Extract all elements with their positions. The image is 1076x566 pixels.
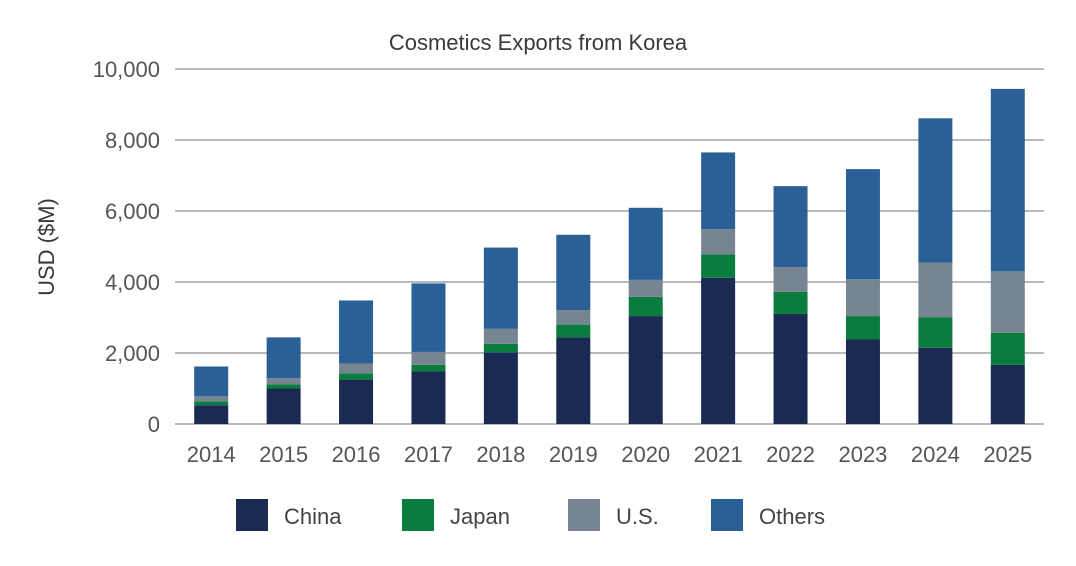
x-tick-label: 2023: [838, 442, 887, 467]
legend-label: China: [284, 504, 342, 529]
legend-swatch-others: [711, 499, 743, 531]
y-tick-label: 4,000: [105, 270, 160, 295]
bar-japan-2019: [556, 324, 591, 338]
x-tick-label: 2025: [983, 442, 1032, 467]
bars: [194, 88, 1025, 424]
bar-us-2023: [845, 279, 880, 317]
bar-china-2019: [556, 337, 591, 424]
legend-swatch-china: [236, 499, 268, 531]
x-tick-label: 2014: [187, 442, 236, 467]
legend-label: Japan: [450, 504, 510, 529]
bar-us-2015: [266, 378, 301, 385]
bar-us-2022: [773, 267, 808, 292]
x-tick-label: 2021: [694, 442, 743, 467]
bar-japan-2018: [483, 343, 518, 353]
bar-japan-2021: [701, 254, 736, 278]
bar-us-2018: [483, 328, 518, 344]
bar-japan-2023: [845, 316, 880, 340]
x-tick-label: 2024: [911, 442, 960, 467]
bar-japan-2014: [194, 401, 229, 406]
legend-swatch-us: [568, 499, 600, 531]
x-tick-label: 2016: [332, 442, 381, 467]
bar-china-2014: [194, 405, 229, 424]
y-tick-label: 6,000: [105, 199, 160, 224]
bar-japan-2025: [990, 332, 1025, 365]
bar-japan-2024: [918, 317, 953, 348]
x-tick-label: 2019: [549, 442, 598, 467]
bar-japan-2015: [266, 384, 301, 389]
bar-us-2021: [701, 229, 736, 255]
bar-others-2015: [266, 337, 301, 379]
x-tick-label: 2017: [404, 442, 453, 467]
legend-label: Others: [759, 504, 825, 529]
bar-japan-2017: [411, 364, 446, 372]
bar-others-2025: [990, 88, 1025, 272]
x-tick-label: 2020: [621, 442, 670, 467]
bar-china-2022: [773, 313, 808, 424]
bar-japan-2020: [628, 296, 663, 317]
bar-us-2014: [194, 396, 229, 402]
bar-others-2019: [556, 234, 591, 311]
x-tick-label: 2015: [259, 442, 308, 467]
bar-others-2021: [701, 152, 736, 230]
bar-china-2020: [628, 316, 663, 424]
bar-china-2023: [845, 339, 880, 424]
bar-others-2020: [628, 207, 663, 280]
bar-china-2015: [266, 388, 301, 424]
bar-china-2017: [411, 371, 446, 424]
bar-others-2016: [339, 300, 374, 364]
y-tick-label: 2,000: [105, 341, 160, 366]
legend: China Japan U.S. Others: [236, 499, 825, 531]
bar-japan-2016: [339, 373, 374, 380]
y-axis-label: USD ($M): [34, 198, 59, 296]
bar-us-2024: [918, 262, 953, 318]
x-axis-ticks: 2014 2015 2016 2017 2018 2019 2020 2021 2022 2023…: [187, 442, 1033, 467]
y-tick-label: 10,000: [93, 57, 160, 82]
bar-others-2023: [845, 169, 880, 280]
bar-china-2025: [990, 364, 1025, 424]
legend-label: U.S.: [616, 504, 659, 529]
bar-others-2022: [773, 186, 808, 268]
bar-us-2025: [990, 271, 1025, 333]
bar-others-2017: [411, 283, 446, 352]
x-tick-label: 2018: [476, 442, 525, 467]
bar-us-2020: [628, 279, 663, 297]
bar-us-2019: [556, 310, 591, 325]
y-tick-label: 0: [148, 412, 160, 437]
bar-japan-2022: [773, 291, 808, 314]
x-tick-label: 2022: [766, 442, 815, 467]
bar-us-2016: [339, 363, 374, 374]
bar-china-2018: [483, 352, 518, 424]
bar-china-2021: [701, 277, 736, 424]
bar-others-2024: [918, 118, 953, 263]
bar-china-2024: [918, 347, 953, 424]
y-tick-label: 8,000: [105, 128, 160, 153]
bar-others-2018: [483, 247, 518, 329]
chart-title: Cosmetics Exports from Korea: [389, 30, 688, 55]
legend-swatch-japan: [402, 499, 434, 531]
gridlines: [175, 68, 1044, 425]
y-axis-ticks: 0 2,000 4,000 6,000 8,000 10,000: [93, 57, 160, 437]
bar-others-2014: [194, 366, 229, 397]
bar-us-2017: [411, 351, 446, 365]
bar-china-2016: [339, 379, 374, 424]
